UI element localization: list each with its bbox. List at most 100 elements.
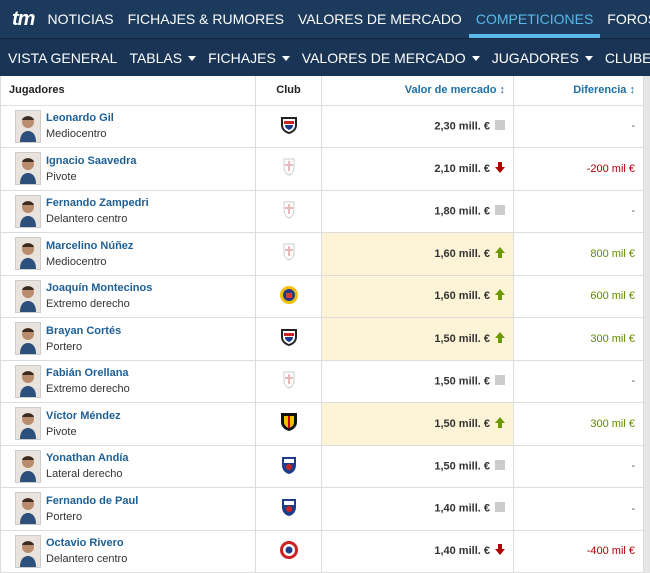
diff-cell: 300 mil €: [513, 402, 644, 446]
value-cell: 1,50 mill. €: [321, 402, 514, 446]
value-diff: -: [631, 120, 635, 133]
nav-item[interactable]: COMPETICIONES: [468, 0, 601, 38]
player-name[interactable]: Marcelino Núñez: [46, 239, 134, 252]
player-name[interactable]: Fernando de Paul: [46, 494, 139, 507]
subnav-item[interactable]: FICHAJES: [202, 50, 296, 66]
col-header[interactable]: Diferencia: [513, 76, 644, 106]
club-crest[interactable]: [282, 371, 296, 393]
value-cell: 2,30 mill. €: [321, 104, 514, 148]
market-value: 2,10 mill. €: [434, 162, 490, 175]
top-nav: tm NOTICIAS FICHAJES & RUMORES VALORES DE …: [0, 0, 650, 38]
club-crest[interactable]: [281, 499, 297, 520]
player-photo: [15, 322, 41, 356]
club-crest[interactable]: [281, 456, 297, 478]
market-value: 1,60 mill. €: [434, 247, 490, 260]
logo[interactable]: tm: [12, 7, 35, 30]
club-crest[interactable]: [279, 540, 299, 563]
market-value: 1,60 mill. €: [434, 290, 490, 303]
player: Fernando de Paul Portero: [1, 492, 255, 526]
player-text: Octavio Rivero Delantero centro: [46, 537, 127, 565]
player-cell: Joaquín Montecinos Extremo derecho: [0, 274, 256, 318]
diff-cell: -: [513, 189, 644, 233]
subnav-item[interactable]: CLUBES: [599, 50, 650, 66]
player-name[interactable]: Víctor Méndez: [46, 409, 121, 422]
market-value: 1,50 mill. €: [434, 460, 490, 473]
club-cell: [255, 529, 322, 573]
diff-cell: 800 mil €: [513, 232, 644, 276]
player-position: Lateral derecho: [46, 468, 123, 481]
club-crest[interactable]: [282, 243, 296, 265]
player-name[interactable]: Joaquín Montecinos: [46, 282, 153, 295]
club-cell: [255, 232, 322, 276]
club-cell: [255, 274, 322, 318]
player-position: Mediocentro: [46, 128, 107, 141]
market-value: 2,30 mill. €: [434, 120, 490, 133]
player-photo: [15, 152, 41, 186]
value-diff: -: [631, 205, 635, 218]
player-row: Ignacio Saavedra Pivote 2,10 mill. € -200 m…: [0, 147, 644, 191]
player-cell: Brayan Cortés Portero: [0, 317, 256, 361]
nav-item[interactable]: FOROS: [607, 11, 650, 27]
diff-cell: -: [513, 104, 644, 148]
player-photo: [15, 449, 41, 483]
subnav-item[interactable]: VISTA GENERAL: [8, 49, 118, 66]
players-table: Jugadores Club Valor de mercado Diferenc…: [0, 76, 644, 573]
sub-nav: VISTA GENERAL TABLAS FICHAJES VALORES DE ME…: [0, 38, 650, 76]
player-photo: [15, 194, 41, 228]
player: Víctor Méndez Pivote: [1, 407, 255, 441]
trend-icon: [495, 374, 505, 388]
market-value: 1,50 mill. €: [434, 375, 490, 388]
nav-item[interactable]: NOTICIAS: [47, 11, 114, 27]
trend-icon: [495, 246, 505, 261]
player-cell: Leonardo Gil Mediocentro: [0, 104, 256, 148]
player-name[interactable]: Ignacio Saavedra: [46, 154, 137, 167]
subnav-item[interactable]: TABLAS: [123, 50, 202, 66]
club-crest[interactable]: [280, 329, 298, 350]
player-name[interactable]: Fernando Zampedri: [46, 197, 149, 210]
col-header: Club: [255, 76, 322, 106]
player-name[interactable]: Leonardo Gil: [46, 112, 114, 125]
value-diff: -: [631, 502, 635, 515]
trend-icon: [495, 204, 505, 218]
value-diff: 600 mil €: [590, 290, 635, 303]
player-text: Leonardo Gil Mediocentro: [46, 112, 114, 140]
trend-icon: [495, 502, 505, 515]
player-cell: Fabián Orellana Extremo derecho: [0, 359, 256, 403]
player-name[interactable]: Brayan Cortés: [46, 324, 122, 337]
nav-item[interactable]: FICHAJES & RUMORES: [127, 11, 284, 27]
player-name[interactable]: Fabián Orellana: [46, 367, 129, 380]
player-name[interactable]: Yonathan Andía: [46, 452, 129, 465]
diff-cell: -: [513, 444, 644, 488]
player-text: Víctor Méndez Pivote: [46, 410, 121, 438]
value-cell: 1,60 mill. €: [321, 232, 514, 276]
diff-cell: 300 mil €: [513, 317, 644, 361]
player-photo: [15, 407, 41, 441]
value-cell: 1,40 mill. €: [321, 487, 514, 531]
trend-icon: [495, 331, 505, 346]
club-crest[interactable]: [280, 413, 298, 435]
player-cell: Yonathan Andía Lateral derecho: [0, 444, 256, 488]
col-header: Jugadores: [0, 76, 256, 106]
club-crest[interactable]: [280, 116, 298, 138]
nav-item[interactable]: VALORES DE MERCADO: [297, 11, 462, 27]
header-row: Jugadores Club Valor de mercado Diferenc…: [0, 76, 644, 106]
player: Octavio Rivero Delantero centro: [1, 534, 255, 568]
player-text: Fabián Orellana Extremo derecho: [46, 367, 130, 395]
player-text: Ignacio Saavedra Pivote: [46, 155, 137, 183]
club-crest[interactable]: [279, 285, 299, 308]
club-crest[interactable]: [282, 158, 296, 180]
diff-cell: 600 mil €: [513, 274, 644, 318]
value-cell: 1,50 mill. €: [321, 317, 514, 361]
player-cell: Ignacio Saavedra Pivote: [0, 147, 256, 191]
player-row: Fernando de Paul Portero 1,40 mill. € -: [0, 487, 644, 531]
diff-cell: -: [513, 359, 644, 403]
player-name[interactable]: Octavio Rivero: [46, 537, 124, 550]
subnav-item[interactable]: VALORES DE MERCADO: [296, 50, 486, 66]
club-crest[interactable]: [282, 201, 296, 223]
subnav-item[interactable]: JUGADORES: [486, 50, 599, 66]
player: Yonathan Andía Lateral derecho: [1, 449, 255, 483]
player-position: Pivote: [46, 170, 77, 183]
value-diff: 300 mil €: [590, 332, 635, 345]
col-header[interactable]: Valor de mercado: [321, 76, 514, 106]
player-position: Mediocentro: [46, 255, 107, 268]
